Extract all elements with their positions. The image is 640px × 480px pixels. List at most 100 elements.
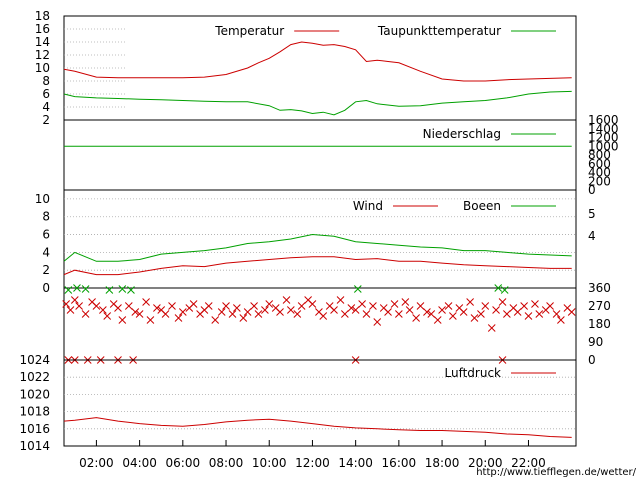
panel-3-series-0-point-22 bbox=[178, 308, 187, 316]
panel-3-series-1-point-2 bbox=[81, 285, 90, 293]
panel-3-ytick-1: 90 bbox=[588, 335, 603, 349]
panel-3-series-0-point-86 bbox=[524, 312, 533, 320]
panel-0-ytick-5: 12 bbox=[35, 48, 50, 62]
panel-2-series-1-line bbox=[63, 233, 572, 262]
panel-3-series-0-point-94 bbox=[567, 308, 576, 316]
panel-0-ytick-4: 10 bbox=[35, 61, 50, 75]
panel-3-series-1-point-4 bbox=[118, 285, 127, 293]
panel-3-series-0-point-74 bbox=[459, 308, 468, 316]
panel-3-series-0-point-75 bbox=[466, 298, 474, 306]
panel-3-series-1-point-5 bbox=[127, 286, 135, 294]
panel-1-ytick-7: 1400 bbox=[588, 122, 619, 136]
x-tick-label-9: 20:00 bbox=[468, 456, 503, 470]
x-tick-label-6: 14:00 bbox=[338, 456, 373, 470]
panel-3-series-0-point-6 bbox=[92, 302, 101, 310]
panel-3-series-0-point-82 bbox=[503, 310, 511, 318]
panel-2-ytick-right-1: 5 bbox=[588, 207, 596, 221]
panel-0-ytick-1: 4 bbox=[42, 100, 50, 114]
panel-3-series-0-point-84 bbox=[513, 308, 522, 316]
panel-3-series-0-point-7 bbox=[99, 306, 107, 314]
panel-3-series-0-point-87 bbox=[531, 300, 539, 308]
panel-4-ytick-2: 1018 bbox=[19, 405, 50, 419]
panel-4-ytick-3: 1020 bbox=[19, 387, 50, 401]
panel-3-series-0-point-44 bbox=[297, 302, 306, 310]
panel-3-series-0-point-16 bbox=[146, 316, 155, 324]
panel-3-series-0-point-11 bbox=[118, 316, 127, 324]
panel-3-series-0-point-61 bbox=[390, 300, 399, 308]
panel-2-ytick-right-0: 4 bbox=[588, 229, 596, 243]
panel-3-series-0-point-41 bbox=[282, 296, 291, 304]
panel-3-series-0-point-43 bbox=[293, 310, 302, 318]
plot-layer bbox=[62, 15, 577, 447]
x-tick-label-0: 02:00 bbox=[79, 456, 114, 470]
panel-3-series-0-point-40 bbox=[276, 308, 284, 316]
panel-3-series-0-point-28 bbox=[211, 316, 220, 324]
panel-3-series-1-point-8 bbox=[500, 286, 509, 294]
panel-3-series-0-point-51 bbox=[336, 296, 345, 304]
panel-2-ytick-1: 2 bbox=[42, 263, 50, 277]
panel-3-series-0-point-30 bbox=[222, 302, 230, 310]
x-tick-label-4: 10:00 bbox=[252, 456, 287, 470]
panel-3-series-0-point-1 bbox=[66, 306, 75, 314]
panel-3-series-0-point-3 bbox=[75, 302, 83, 310]
panel-3-series-0-point-77 bbox=[477, 310, 485, 318]
panel-3-series-0-point-36 bbox=[254, 310, 263, 318]
panel-0-ytick-6: 14 bbox=[35, 35, 50, 49]
panel-1-legend-label-0: Niederschlag bbox=[423, 127, 501, 141]
panel-3-series-0-point-78 bbox=[481, 302, 490, 310]
panel-3-series-0-point-76 bbox=[470, 314, 479, 322]
panel-2-ytick-0: 0 bbox=[42, 281, 50, 295]
panel-3-series-1-point-0 bbox=[64, 286, 73, 294]
panel-3-series-0-point-0 bbox=[62, 300, 71, 308]
panel-1-ytick-4: 800 bbox=[588, 148, 611, 162]
panel-3-series-0-point-4 bbox=[81, 310, 90, 318]
panel-3-series-0-point-46 bbox=[308, 300, 317, 308]
x-tick-label-2: 06:00 bbox=[166, 456, 201, 470]
x-tick-label-8: 18:00 bbox=[425, 456, 460, 470]
panel-1-ytick-0: 0 bbox=[588, 183, 596, 197]
panel-3-series-0-point-81 bbox=[498, 298, 507, 306]
panel-3-series-0-point-79 bbox=[487, 324, 496, 332]
panel-3-series-0-point-80 bbox=[492, 306, 500, 314]
panel-2-legend-label-0: Wind bbox=[353, 199, 383, 213]
panel-3-series-0-point-14 bbox=[135, 310, 144, 318]
panel-3-series-0-point-31 bbox=[228, 310, 237, 318]
panel-2-legend-label-1: Boeen bbox=[463, 199, 501, 213]
x-tick-label-7: 16:00 bbox=[382, 456, 417, 470]
panel-3-series-0-point-42 bbox=[286, 306, 295, 314]
panel-1-ytick-5: 1000 bbox=[588, 139, 619, 153]
panel-4-ytick-0: 1014 bbox=[19, 439, 50, 453]
panel-3-series-0-point-69 bbox=[433, 316, 442, 324]
panel-1-ytick-8: 1600 bbox=[588, 113, 619, 127]
panel-3-series-0-point-56 bbox=[362, 310, 371, 318]
panel-3-series-0-point-17 bbox=[153, 304, 161, 312]
panel-0-legend-label-0: Temperatur bbox=[214, 24, 284, 38]
panel-4-ytick-1: 1016 bbox=[19, 422, 50, 436]
panel-3-series-0-point-67 bbox=[423, 308, 431, 316]
panel-3-series-0-point-38 bbox=[265, 300, 274, 308]
panel-0-ytick-3: 8 bbox=[42, 74, 50, 88]
panel-3-series-0-point-35 bbox=[250, 302, 258, 310]
panel-3-ytick-2: 180 bbox=[588, 317, 611, 331]
panel-3-series-0-point-70 bbox=[438, 306, 446, 314]
panel-0-series-0-line bbox=[63, 41, 572, 82]
panel-3-ytick-4: 360 bbox=[588, 281, 611, 295]
panel-3-series-0-point-10 bbox=[114, 304, 122, 312]
panel-0-legend-label-1: Taupunkttemperatur bbox=[377, 24, 501, 38]
panel-3-series-0-point-52 bbox=[340, 310, 349, 318]
panel-3-series-0-point-66 bbox=[416, 302, 425, 310]
panel-3-series-0-point-13 bbox=[131, 308, 140, 316]
panel-3-series-0-point-32 bbox=[232, 304, 241, 312]
panel-3-series-0-point-12 bbox=[124, 302, 133, 310]
panel-3-series-0-point-72 bbox=[449, 312, 457, 320]
panel-3-series-0-point-88 bbox=[535, 310, 544, 318]
panel-3-series-1-point-7 bbox=[494, 284, 503, 292]
panel-3-series-0-point-63 bbox=[401, 298, 410, 306]
x-tick-label-3: 08:00 bbox=[209, 456, 244, 470]
panel-0-ytick-0: 2 bbox=[42, 113, 50, 127]
panel-3-series-0-point-65 bbox=[412, 314, 420, 322]
panel-1-ytick-2: 400 bbox=[588, 166, 611, 180]
x-tick-label-5: 12:00 bbox=[295, 456, 330, 470]
panel-3-series-0-point-33 bbox=[239, 314, 248, 322]
